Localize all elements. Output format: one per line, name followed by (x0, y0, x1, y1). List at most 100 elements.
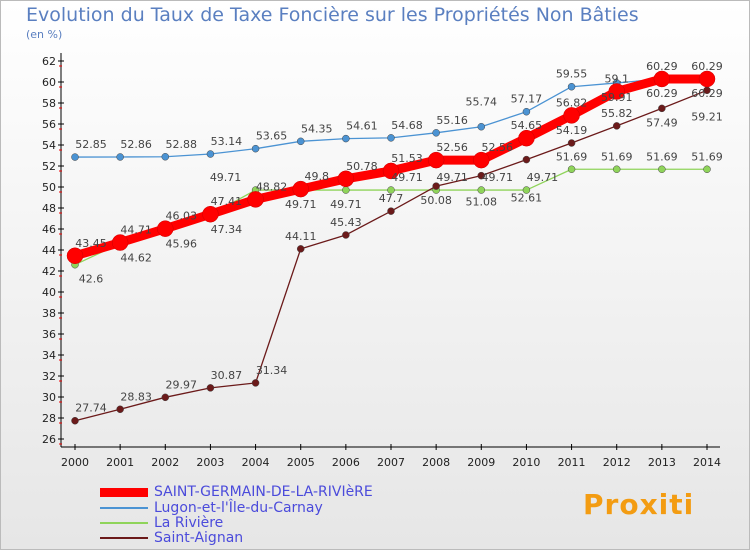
data-label: 55.74 (466, 96, 498, 109)
data-label: 51.08 (466, 196, 498, 209)
y-tick-label: 32 (42, 370, 56, 383)
data-point (567, 82, 576, 91)
legend-label: Saint-Aignan (154, 530, 244, 546)
data-label: 51.69 (601, 150, 633, 163)
data-point (477, 171, 486, 180)
proxiti-logo: Proxiti (583, 488, 695, 521)
data-point (658, 165, 666, 174)
data-point (612, 165, 621, 174)
data-label: 53.14 (211, 135, 243, 148)
data-label: 60.29 (646, 87, 678, 100)
data-point (342, 231, 350, 239)
y-tick-label: 26 (42, 433, 56, 446)
data-label: 54.35 (301, 122, 333, 135)
data-label: 47.7 (379, 192, 404, 205)
chart-subtitle: (en %) (26, 28, 63, 41)
data-label: 42.6 (79, 273, 104, 286)
data-label: 57.17 (511, 93, 543, 106)
x-tick-label: 2005 (287, 456, 315, 469)
y-tick-label: 52 (42, 160, 56, 173)
data-point (518, 129, 535, 147)
x-tick-label: 2008 (422, 456, 450, 469)
data-label: 45.96 (166, 237, 198, 250)
data-label: 51.69 (556, 150, 588, 163)
data-label: 55.82 (601, 107, 633, 120)
data-label: 54.61 (346, 120, 378, 133)
x-tick-label: 2011 (558, 456, 586, 469)
data-point (206, 150, 215, 158)
data-point (608, 83, 625, 100)
data-label: 49.71 (210, 171, 242, 184)
legend-item-0: SAINT-GERMAIN-DE-LA-RIVIèRE (100, 484, 373, 500)
data-point (71, 416, 79, 425)
legend-swatch (100, 537, 148, 539)
data-point (247, 191, 264, 208)
data-label: 52.85 (75, 138, 107, 151)
y-tick-label: 28 (42, 412, 56, 425)
data-label: 52.56 (436, 141, 468, 154)
data-label: 49.8 (304, 170, 329, 183)
x-tick-label: 2000 (61, 456, 89, 469)
y-tick-label: 58 (42, 97, 56, 110)
data-point (387, 207, 395, 215)
x-tick-label: 2003 (196, 456, 224, 469)
data-label: 51.69 (646, 150, 678, 163)
data-label: 59.1 (604, 72, 629, 85)
data-point (116, 405, 124, 414)
data-point (477, 186, 486, 194)
data-label: 45.43 (330, 216, 362, 229)
y-tick-label: 48 (42, 202, 56, 215)
data-point (522, 186, 531, 194)
data-label: 49.71 (482, 171, 514, 184)
data-point (698, 70, 716, 88)
legend-label: SAINT-GERMAIN-DE-LA-RIVIèRE (154, 484, 373, 500)
data-label: 48.82 (256, 180, 288, 193)
legend-swatch (100, 507, 148, 509)
x-tick-label: 2006 (332, 456, 360, 469)
data-point (296, 245, 305, 253)
y-tick-label: 42 (42, 265, 56, 278)
data-label: 52.86 (120, 138, 152, 151)
data-label: 30.87 (211, 369, 243, 382)
data-label: 59.91 (601, 91, 633, 104)
data-point (342, 186, 350, 194)
data-label: 56.82 (556, 96, 588, 109)
data-point (251, 144, 260, 153)
data-label: 44.71 (120, 224, 152, 237)
data-point (567, 165, 576, 174)
data-label: 51.69 (691, 150, 723, 163)
data-label: 29.97 (166, 378, 198, 391)
legend-item-3: Saint-Aignan (100, 530, 243, 546)
y-tick-label: 60 (42, 76, 56, 89)
chart-title: Evolution du Taux de Taxe Foncière sur l… (26, 4, 639, 26)
data-label: 57.49 (646, 116, 678, 129)
data-point (563, 107, 580, 124)
data-point (522, 155, 531, 164)
data-label: 43.45 (75, 237, 107, 250)
data-point (296, 137, 305, 146)
data-label: 59.55 (556, 68, 588, 81)
data-label: 60.29 (691, 60, 723, 73)
data-label: 28.83 (120, 390, 152, 403)
y-tick-label: 62 (42, 55, 56, 68)
data-point (206, 384, 215, 392)
data-label: 52.61 (511, 192, 543, 205)
x-tick-label: 2009 (467, 456, 495, 469)
data-point (161, 393, 170, 402)
y-tick-label: 44 (42, 244, 56, 257)
y-tick-label: 46 (42, 223, 56, 236)
data-point (522, 107, 531, 116)
data-point (382, 162, 400, 180)
legend-label: La Rivière (154, 515, 224, 531)
y-tick-label: 34 (42, 349, 56, 362)
data-point (161, 153, 170, 161)
data-label: 46.03 (166, 210, 198, 223)
data-label: 31.34 (256, 364, 288, 377)
data-point (342, 134, 350, 143)
data-label: 50.08 (420, 194, 452, 207)
data-label: 44.11 (285, 230, 317, 243)
data-point (292, 180, 309, 198)
data-label: 60.29 (691, 87, 723, 100)
data-point (612, 122, 621, 130)
legend-item-1: Lugon-et-l'Île-du-Carnay (100, 500, 323, 516)
